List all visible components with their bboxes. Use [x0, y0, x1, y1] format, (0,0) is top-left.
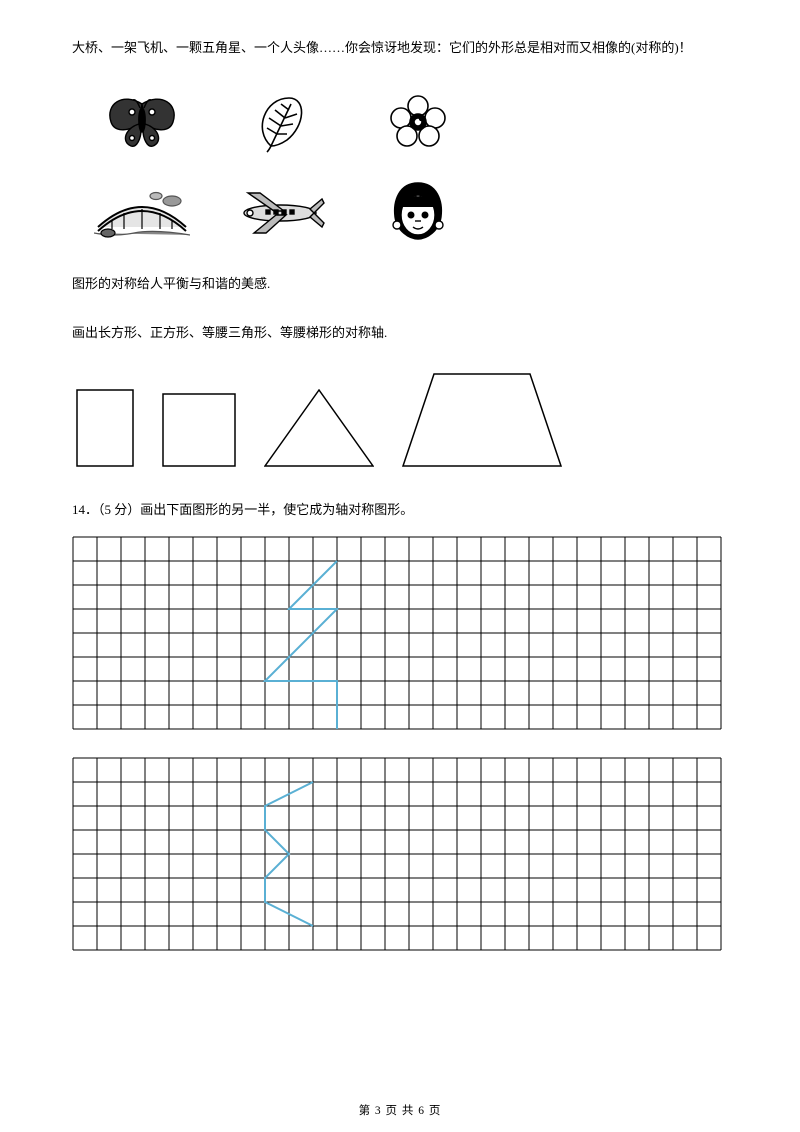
- butterfly-image: [82, 88, 202, 158]
- rectangle-shape: [76, 389, 134, 467]
- intro-text: 大桥、一架飞机、一颗五角星、一个人头像……你会惊讶地发现：它们的外形总是相对而又…: [72, 38, 728, 58]
- shapes-row: [76, 373, 728, 467]
- airplane-image: [220, 176, 340, 246]
- trapezoid-shape: [402, 373, 562, 467]
- caption-2: 画出长方形、正方形、等腰三角形、等腰梯形的对称轴.: [72, 323, 728, 343]
- grid-1: [72, 536, 728, 735]
- triangle-shape: [264, 389, 374, 467]
- page-footer: 第 3 页 共 6 页: [0, 1102, 800, 1118]
- question-14-text: 14．（5 分）画出下面图形的另一半，使它成为轴对称图形。: [72, 499, 728, 518]
- bridge-image: [82, 176, 202, 246]
- square-shape: [162, 393, 236, 467]
- flower-image: [358, 88, 478, 158]
- girl-face-image: [358, 176, 478, 246]
- caption-1: 图形的对称给人平衡与和谐的美感.: [72, 274, 728, 294]
- grid-2: [72, 757, 728, 956]
- leaf-image: [220, 88, 340, 158]
- illustrations-grid: [82, 88, 728, 246]
